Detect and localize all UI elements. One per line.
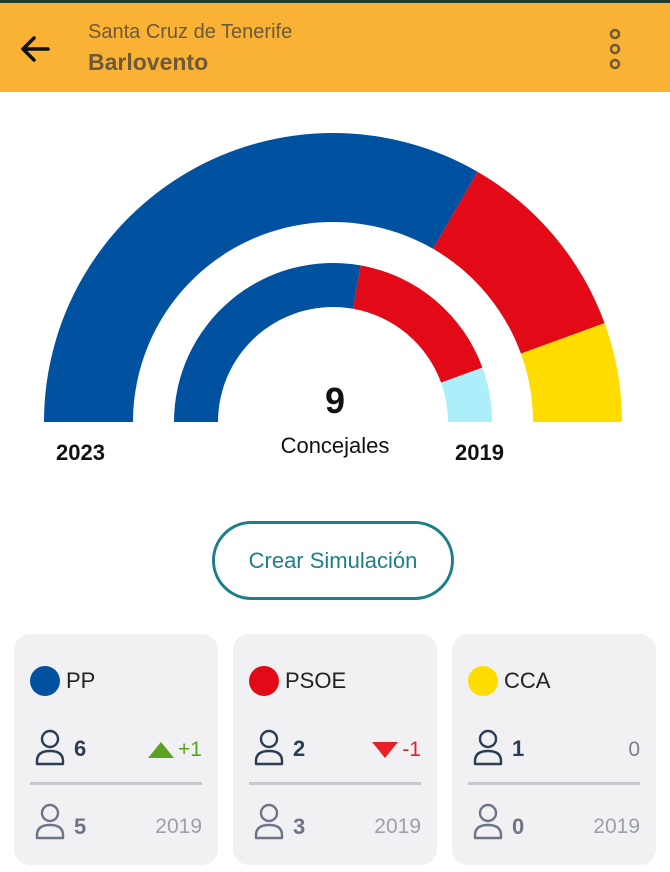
party-card-cca[interactable]: CCA 1 0 0 2019 bbox=[452, 634, 656, 865]
seat-hemicycle-chart bbox=[44, 132, 622, 422]
previous-year: 2019 bbox=[155, 815, 202, 838]
seat-segment-2023-cca bbox=[520, 323, 622, 422]
seat-segment-2023-psoe bbox=[433, 171, 605, 354]
seat-segment-2019-psoe bbox=[352, 265, 483, 383]
party-name: CCA bbox=[504, 668, 551, 693]
current-seats: 2 bbox=[293, 736, 306, 761]
seat-change-value: -1 bbox=[402, 738, 421, 761]
card-divider bbox=[30, 782, 202, 785]
person-icon bbox=[473, 729, 503, 766]
year-current-label: 2023 bbox=[56, 440, 105, 465]
person-icon bbox=[35, 729, 65, 766]
header-subtitle: Santa Cruz de Tenerife bbox=[88, 21, 293, 43]
person-icon bbox=[473, 803, 503, 840]
person-icon bbox=[35, 803, 65, 840]
previous-seats: 5 bbox=[74, 814, 87, 839]
seat-segment-2019-other bbox=[441, 367, 492, 422]
seat-change-value: 0 bbox=[628, 738, 640, 761]
party-card-psoe[interactable]: PSOE 2 -1 3 2019 bbox=[233, 634, 437, 865]
party-color-dot bbox=[249, 666, 279, 696]
total-seats-label: Concejales bbox=[280, 433, 390, 458]
previous-year: 2019 bbox=[374, 815, 421, 838]
previous-seats: 0 bbox=[512, 814, 525, 839]
party-card-pp[interactable]: PP 6 +1 5 2019 bbox=[14, 634, 218, 865]
arrow-left-icon bbox=[21, 36, 50, 62]
seat-change: 0 bbox=[628, 738, 640, 762]
more-options-button[interactable] bbox=[600, 25, 630, 73]
person-icon bbox=[254, 729, 284, 766]
create-simulation-button[interactable]: Crear Simulación bbox=[212, 521, 454, 600]
party-color-dot bbox=[30, 666, 60, 696]
seat-change-value: +1 bbox=[178, 738, 202, 761]
person-icon bbox=[254, 803, 284, 840]
party-name: PP bbox=[66, 668, 96, 693]
party-color-dot bbox=[468, 666, 498, 696]
total-seats: 9 bbox=[324, 380, 346, 421]
header-title: Barlovento bbox=[88, 49, 209, 75]
seat-change: +1 bbox=[148, 738, 202, 762]
party-name: PSOE bbox=[285, 668, 347, 693]
back-button[interactable] bbox=[16, 29, 56, 69]
previous-seats: 3 bbox=[293, 814, 306, 839]
seat-change: -1 bbox=[372, 738, 421, 762]
app-header: Santa Cruz de Tenerife Barlovento bbox=[0, 3, 670, 92]
triangle-down-icon bbox=[372, 742, 399, 758]
seat-segment-2019-pp bbox=[174, 263, 361, 422]
year-previous-label: 2019 bbox=[455, 440, 504, 465]
previous-year: 2019 bbox=[593, 815, 640, 838]
top-status-line bbox=[0, 0, 670, 3]
card-divider bbox=[468, 782, 640, 785]
current-seats: 6 bbox=[74, 736, 87, 761]
seat-segment-2023-pp bbox=[44, 132, 478, 422]
triangle-up-icon bbox=[148, 742, 175, 758]
card-divider bbox=[249, 782, 421, 785]
more-vertical-icon bbox=[609, 28, 621, 70]
current-seats: 1 bbox=[512, 736, 525, 761]
